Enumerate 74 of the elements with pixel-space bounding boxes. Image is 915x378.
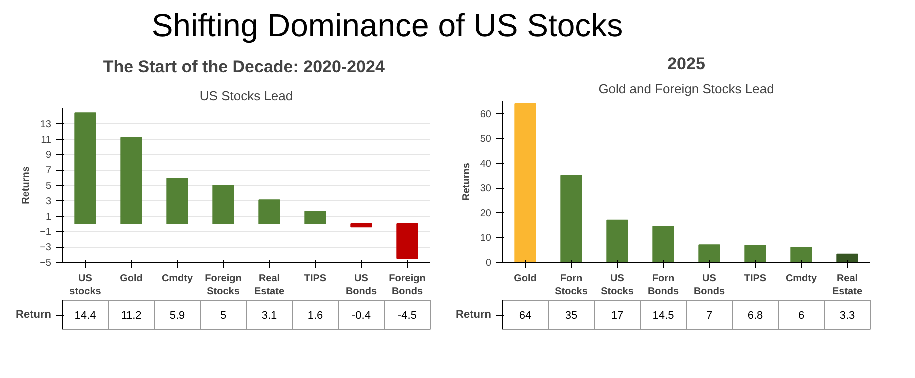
text: Return [456,309,492,321]
data-label: 14.4 [74,310,96,322]
data-label: 35 [565,310,578,322]
bar [258,200,280,224]
y-tick-label: 7 [46,166,52,177]
x-tick-label: Gold [514,274,537,284]
y-tick-label: 11 [41,134,52,146]
y-tick-label: 40 [480,158,492,170]
y-axis-title: Returns [21,166,32,204]
bar [396,224,418,260]
bar [350,224,372,228]
data-label: 6 [798,310,805,322]
data-label: 3.1 [262,310,278,322]
chart-subtitle: Gold and Foreign Stocks Lead [598,82,774,96]
y-tick-label: 9 [46,150,52,162]
bar [560,175,582,262]
bar [606,220,628,262]
bar [304,211,326,224]
x-tick-label: Cmdty [786,274,818,284]
x-tick-label: Gold [120,274,143,284]
data-label: 14.5 [652,310,674,322]
y-tick-label: −3 [40,242,52,254]
bar [212,185,234,224]
data-label: 11.2 [121,310,142,322]
y-tick-label: 10 [480,233,492,244]
data-label: 5 [220,310,227,322]
y-tick-label: 5 [46,181,52,192]
x-tick-label: Forn Stocks [555,274,588,298]
y-tick-label: 13 [40,119,52,130]
chart-title: The Start of the Decade: 2020-2024 [103,58,386,76]
bar [790,247,812,262]
bar [120,137,142,224]
chart-subtitle: US Stocks Lead [200,88,294,104]
y-tick-label: 60 [480,109,492,120]
data-label: 17 [611,310,624,322]
x-tick-label: TIPS [304,274,327,284]
bar [744,245,766,262]
x-tick-label: Forn Bonds [648,274,680,298]
y-tick-label: 20 [480,208,492,220]
bar [652,226,674,262]
x-tick-label: Cmdty [162,274,194,284]
text: Shifting Dominance of US Stocks [152,8,624,44]
y-tick-label: 3 [46,196,52,208]
y-tick-label: 0 [486,258,492,269]
y-axis-title: Returns [461,162,472,201]
y-tick-label: −1 [40,227,52,238]
y-tick-label: 30 [480,184,492,195]
data-label: 6.8 [748,310,764,322]
data-label: 5.9 [170,310,186,322]
data-label: -4.5 [398,310,417,322]
y-tick-label: 50 [480,134,492,146]
y-tick-label: −5 [40,258,52,269]
x-tick-label: Foreign Bonds [389,274,426,298]
chart-title: 2025 [668,54,706,74]
y-tick-label: 1 [46,212,52,223]
data-label: 7 [706,310,713,322]
data-label: 1.6 [308,310,324,322]
x-tick-label: US Bonds [346,274,378,298]
data-label: 3.3 [840,310,856,322]
x-tick-label: TIPS [744,274,767,284]
x-tick-label: Foreign Stocks [205,274,242,298]
x-tick-label: Real Estate [832,274,863,298]
data-label: -0.4 [352,310,371,322]
x-tick-label: US stocks [70,274,102,298]
x-tick-label: US Bonds [694,274,726,298]
bar [836,254,858,262]
bar [514,103,536,262]
data-label: 64 [519,310,532,322]
x-tick-label: US Stocks [601,274,634,298]
bar [166,178,188,224]
text: Return [16,309,52,321]
x-tick-label: Real Estate [254,274,285,298]
bar [74,112,96,224]
bar [698,244,720,262]
